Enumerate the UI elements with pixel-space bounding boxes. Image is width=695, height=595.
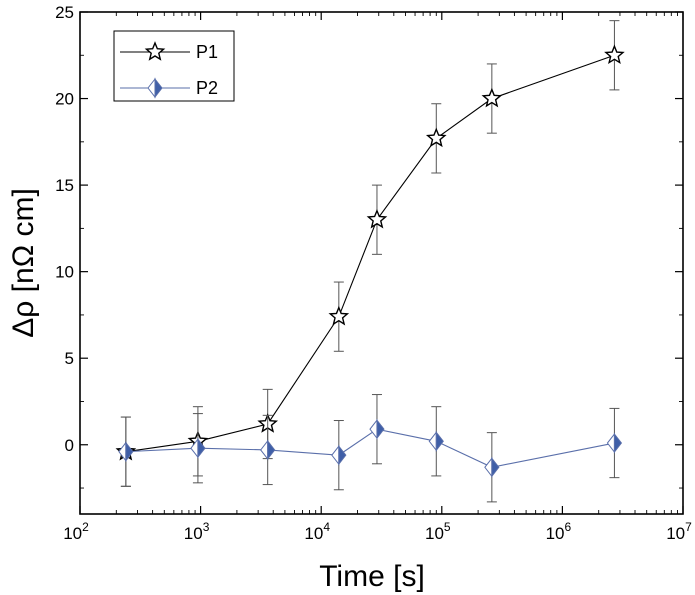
series-p2-point: [260, 439, 276, 461]
y-tick-label: 25: [55, 3, 74, 22]
series-p2: [118, 394, 623, 503]
chart-axes: [79, 11, 684, 515]
diamond-marker-right-half: [435, 430, 444, 452]
diamond-marker-right-half: [491, 456, 500, 478]
series-p2-point: [118, 441, 134, 463]
series-p1-point: [328, 305, 350, 326]
legend-entry-p2: P2: [120, 77, 218, 99]
diamond-marker-right-half: [613, 432, 623, 454]
series-p2-point: [484, 456, 500, 478]
x-tick-label-base: 10: [63, 524, 82, 543]
legend-label-p1: P1: [196, 42, 218, 62]
x-tick-label: 104: [304, 520, 330, 543]
y-tick-label: 0: [65, 436, 74, 455]
legend-marker-p1: [144, 41, 166, 61]
series-p2-point: [190, 437, 206, 459]
diamond-marker-left-half: [484, 456, 493, 478]
x-tick-label: 103: [184, 520, 210, 543]
x-tick-label-exponent: 5: [444, 520, 451, 534]
diamond-marker-left-half: [428, 430, 437, 452]
series-p1-point: [425, 127, 447, 148]
diamond-marker-right-half: [267, 439, 276, 461]
diamond-marker-right-half: [197, 437, 206, 459]
diamond-marker-left-half: [369, 418, 378, 440]
x-tick-label: 102: [63, 520, 89, 543]
diamond-marker-left-half: [260, 439, 269, 461]
x-tick-label: 106: [546, 520, 572, 543]
diamond-marker-right-half: [125, 441, 134, 463]
x-axis-label: Time [s]: [319, 560, 425, 593]
x-tick-label-base: 10: [184, 524, 203, 543]
series-p1-point: [604, 44, 625, 65]
x-tick-label-exponent: 4: [323, 520, 330, 534]
series-p1-point: [366, 208, 388, 229]
tick-marks: [79, 11, 684, 514]
series-p1-line: [125, 54, 615, 453]
x-tick-label-exponent: 6: [565, 520, 572, 534]
x-tick-label-exponent: 7: [685, 520, 692, 534]
x-tick-label: 105: [425, 520, 451, 543]
legend: P1 P2: [113, 30, 235, 102]
legend-label-p2: P2: [196, 78, 218, 98]
legend-marker-p2: [147, 77, 163, 99]
y-tick-label: 20: [55, 90, 74, 109]
legend-box: [113, 30, 235, 102]
legend-entry-p1: P1: [120, 41, 218, 62]
x-tick-label-base: 10: [546, 524, 565, 543]
diamond-marker-right-half: [338, 444, 347, 466]
plot-frame: [79, 11, 684, 515]
y-tick-label: 5: [65, 349, 74, 368]
series-p2-point: [606, 432, 623, 454]
diamond-marker-left-half: [606, 432, 615, 454]
y-tick-label: 10: [55, 263, 74, 282]
diamond-marker-left-half: [331, 444, 340, 466]
x-tick-label-base: 10: [666, 524, 685, 543]
x-tick-label-base: 10: [425, 524, 444, 543]
y-tick-label: 15: [55, 176, 74, 195]
x-tick-label-exponent: 2: [82, 520, 89, 534]
x-tick-label: 107: [666, 520, 692, 543]
series-p2-point: [369, 418, 385, 440]
series-p2-point: [428, 430, 444, 452]
y-axis-label: Δρ [nΩ cm]: [7, 188, 40, 338]
series-p2-point: [331, 444, 347, 466]
series-p1-point: [481, 87, 503, 108]
series-layer: [115, 20, 625, 503]
diamond-marker-right-half: [376, 418, 385, 440]
series-p2-line: [125, 428, 615, 468]
diamond-marker-right-half: [154, 77, 163, 99]
x-tick-label-exponent: 3: [203, 520, 210, 534]
x-tick-label-base: 10: [304, 524, 323, 543]
